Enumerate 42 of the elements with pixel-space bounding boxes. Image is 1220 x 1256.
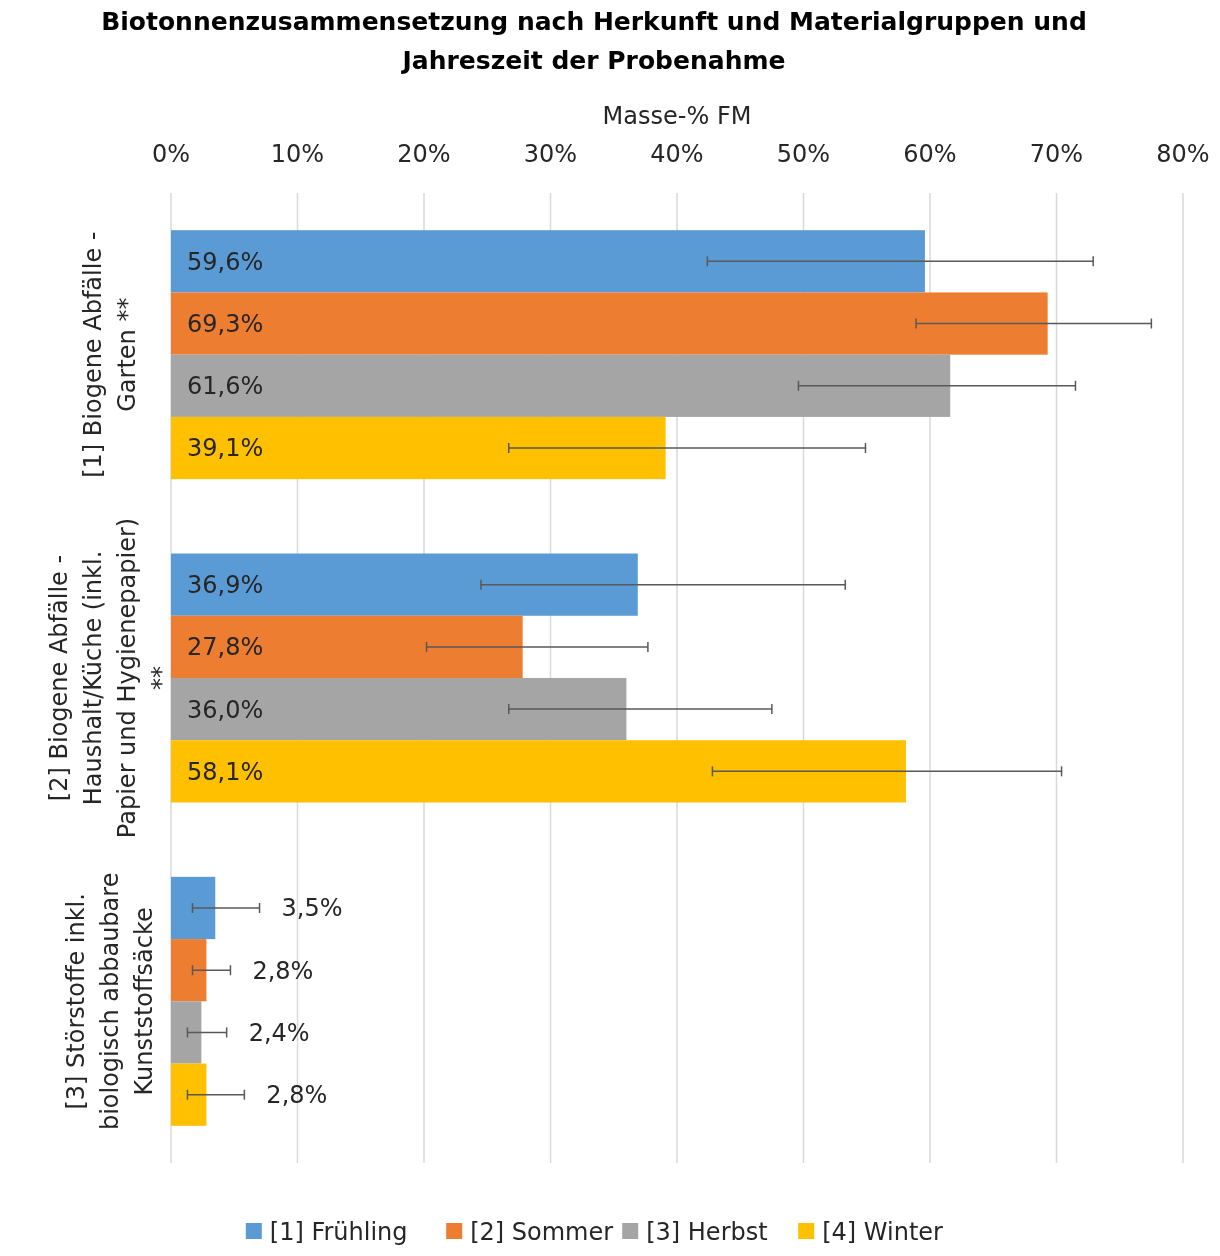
bar — [171, 939, 207, 1002]
x-tick-label: 50% — [776, 140, 831, 168]
x-tick-label: 0% — [151, 140, 191, 168]
x-tick-label: 40% — [650, 140, 704, 168]
data-label: 58,1% — [187, 757, 264, 786]
bar — [171, 1063, 207, 1126]
bar — [171, 1001, 202, 1064]
legend-label: [2] Sommer — [470, 1218, 614, 1246]
bar — [171, 615, 523, 678]
bar — [171, 416, 666, 480]
y-tick-label: [1] Biogene Abfälle - Garten ** — [79, 231, 142, 478]
bar — [171, 292, 1048, 355]
x-tick-label: 10% — [270, 140, 325, 168]
data-label: 2,8% — [266, 1081, 328, 1110]
data-label: 61,6% — [187, 372, 264, 401]
y-tick-label: [3] Störstoffe inkl. biologisch abbaubare Kunststoffsäcke — [62, 872, 159, 1131]
bar — [171, 553, 638, 616]
data-label: 36,0% — [187, 695, 264, 724]
x-tick-label: 60% — [903, 140, 957, 168]
x-tick-label: 20% — [397, 140, 451, 168]
legend-label: [4] Winter — [822, 1218, 944, 1246]
x-tick-label: 80% — [1156, 140, 1210, 168]
data-label: 36,9% — [187, 571, 264, 600]
bar — [171, 740, 906, 803]
data-label: 3,5% — [281, 894, 343, 923]
bar — [171, 876, 216, 940]
x-axis-title: Masse-% FM — [602, 102, 752, 130]
chart-title: Biotonnenzusammensetzung nach Herkunft und Materialgruppen und Jahreszeit der Probenahme — [101, 7, 1087, 75]
data-label: 27,8% — [187, 633, 264, 662]
data-label: 39,1% — [187, 434, 264, 463]
legend-label: [3] Herbst — [646, 1218, 768, 1246]
data-label: 2,8% — [252, 956, 314, 985]
legend-label: [1] Frühling — [269, 1218, 408, 1246]
bar — [171, 354, 951, 417]
x-tick-label: 30% — [523, 140, 578, 168]
data-label: 2,4% — [248, 1018, 310, 1047]
bar — [171, 678, 627, 741]
data-label: 59,6% — [187, 247, 264, 276]
y-tick-label: [2] Biogene Abfälle - Haushalt/Küche (inkl. Papier und Hygienepapier) ** — [45, 517, 176, 839]
x-tick-label: 70% — [1029, 140, 1084, 168]
bar — [171, 230, 925, 293]
data-label: 69,3% — [187, 309, 264, 338]
